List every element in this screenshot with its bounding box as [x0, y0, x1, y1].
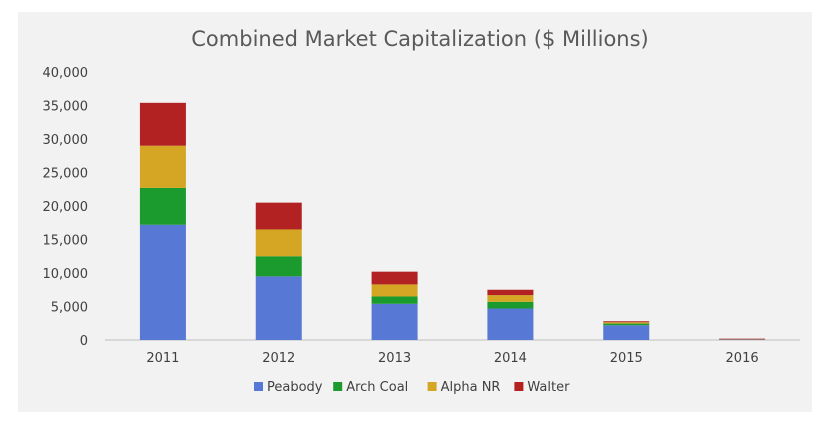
legend-label: Arch Coal	[346, 380, 408, 395]
legend-swatch	[427, 382, 437, 391]
legend-label: Walter	[527, 380, 570, 395]
y-tick-label: 5,000	[51, 301, 88, 316]
bar-segment-walter	[719, 338, 766, 340]
bar-segment-peabody	[487, 308, 534, 340]
legend: Peabody Arch Coal Alpha NR Walter	[254, 380, 570, 395]
bar-segment-peabody	[255, 276, 302, 340]
x-tick-label: 2015	[610, 351, 643, 366]
bar-segment-walter	[603, 321, 650, 323]
legend-label: Peabody	[267, 380, 323, 395]
bar-segment-alpha-nr	[371, 284, 418, 297]
x-tick-label: 2012	[262, 351, 295, 366]
bar-segment-peabody	[139, 224, 186, 340]
bar-segment-arch-coal	[255, 256, 302, 277]
y-tick-label: 25,000	[43, 167, 89, 182]
x-tick-label: 2011	[146, 351, 179, 366]
bar-segment-walter	[371, 271, 418, 285]
y-tick-label: 15,000	[43, 234, 89, 249]
bar-segment-peabody	[603, 325, 650, 340]
bars-group	[139, 102, 766, 340]
y-tick-label: 30,000	[43, 133, 89, 148]
legend-swatch	[254, 382, 263, 391]
bar-segment-walter	[139, 102, 186, 146]
bar-segment-arch-coal	[371, 296, 418, 304]
y-tick-label: 40,000	[43, 66, 89, 81]
bar-segment-walter	[487, 289, 534, 296]
x-axis: 2011 2012 2013 2014 2015 2016	[146, 351, 758, 366]
bar-segment-alpha-nr	[603, 322, 650, 324]
bar-segment-walter	[255, 202, 302, 230]
legend-swatch	[514, 382, 524, 391]
legend-label: Alpha NR	[441, 380, 501, 395]
y-tick-label: 35,000	[43, 100, 89, 115]
x-tick-label: 2014	[494, 351, 527, 366]
x-tick-label: 2016	[726, 351, 759, 366]
y-tick-label: 0	[80, 334, 88, 349]
bar-segment-alpha-nr	[139, 145, 186, 188]
bar-segment-peabody	[371, 303, 418, 340]
bar-segment-alpha-nr	[487, 295, 534, 302]
y-tick-label: 20,000	[43, 200, 89, 215]
y-axis: 0 5,000 10,000 15,000 20,000 25,000 30,000 35,0…	[43, 66, 89, 349]
bar-segment-arch-coal	[139, 187, 186, 225]
x-tick-label: 2013	[378, 351, 411, 366]
bar-segment-alpha-nr	[255, 229, 302, 257]
bar-segment-arch-coal	[487, 301, 534, 309]
bar-segment-arch-coal	[603, 323, 650, 326]
chart-title: Combined Market Capitalization ($ Millio…	[191, 27, 648, 51]
y-tick-label: 10,000	[43, 267, 89, 282]
legend-swatch	[333, 382, 343, 391]
